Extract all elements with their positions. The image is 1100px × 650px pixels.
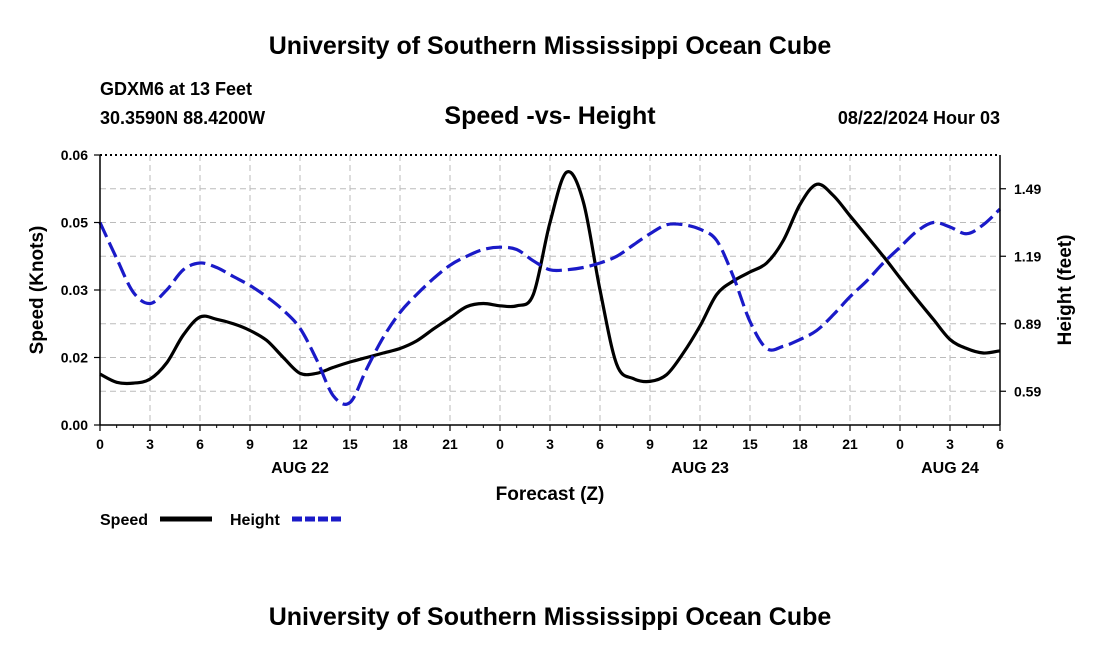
series-lines — [98, 169, 1002, 406]
y-tick-label: 0.00 — [61, 417, 88, 433]
y2-tick-label: 0.89 — [1014, 316, 1041, 332]
legend-speed-label: Speed — [100, 512, 148, 529]
legend: Speed Height — [100, 512, 344, 529]
y-tick-label: 0.05 — [61, 215, 88, 231]
x-tick-label: 3 — [946, 436, 954, 452]
x-tick-label: 12 — [692, 436, 708, 452]
x-tick-label: 6 — [596, 436, 604, 452]
y-tick-label: 0.03 — [61, 282, 88, 298]
y-axis-title: Speed (Knots) — [27, 226, 48, 355]
x-tick-label: 18 — [392, 436, 408, 452]
x-tick-label: 21 — [842, 436, 858, 452]
footer-title: University of Southern Mississippi Ocean… — [269, 603, 832, 631]
height-series-line — [98, 207, 1002, 406]
legend-height-label: Height — [230, 512, 280, 529]
y2-tick-label: 1.49 — [1014, 181, 1041, 197]
y-tick-label: 0.02 — [61, 350, 88, 366]
x-tick-label: 3 — [546, 436, 554, 452]
station-label: GDXM6 at 13 Feet — [100, 79, 252, 99]
x-date-label: AUG 23 — [671, 460, 729, 477]
x-date-label: AUG 24 — [921, 460, 979, 477]
y-tick-label: 0.06 — [61, 147, 88, 163]
location-label: 30.3590N 88.4200W — [100, 108, 265, 128]
y2-axis-title: Height (feet) — [1055, 235, 1076, 346]
x-tick-label: 9 — [246, 436, 254, 452]
x-tick-label: 18 — [792, 436, 808, 452]
x-tick-label: 12 — [292, 436, 308, 452]
x-tick-label: 0 — [96, 436, 104, 452]
x-tick-label: 3 — [146, 436, 154, 452]
datetime-label: 08/22/2024 Hour 03 — [838, 108, 1000, 128]
speed-series-line — [99, 169, 1001, 386]
x-tick-label: 9 — [646, 436, 654, 452]
grid-lines — [100, 155, 1000, 425]
x-tick-label: 15 — [342, 436, 358, 452]
x-tick-label: 15 — [742, 436, 758, 452]
x-axis-title: Forecast (Z) — [496, 484, 605, 505]
x-tick-label: 0 — [896, 436, 904, 452]
axis-ticks: 0 3 6 9 12 15 18 21 0 3 6 9 12 15 18 21 0 3 6 AUG 22 AUG 23 A… — [61, 147, 1042, 477]
x-tick-label: 21 — [442, 436, 458, 452]
y2-tick-label: 1.19 — [1014, 248, 1041, 264]
x-tick-label: 0 — [496, 436, 504, 452]
chart-subtitle: Speed -vs- Height — [444, 102, 656, 130]
x-tick-label: 6 — [196, 436, 204, 452]
x-tick-label: 6 — [996, 436, 1004, 452]
chart-main-title: University of Southern Mississippi Ocean… — [269, 32, 832, 60]
y2-tick-label: 0.59 — [1014, 383, 1041, 399]
x-date-label: AUG 22 — [271, 460, 329, 477]
